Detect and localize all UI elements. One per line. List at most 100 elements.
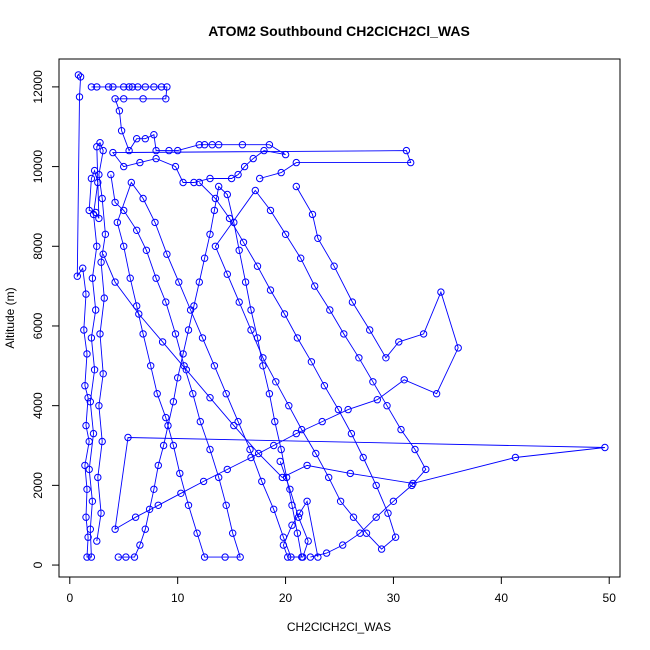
data-point xyxy=(372,481,380,490)
data-point xyxy=(215,141,223,149)
series-3 xyxy=(195,178,430,561)
data-point xyxy=(210,362,219,370)
data-point xyxy=(75,93,84,101)
data-point xyxy=(107,170,115,179)
data-point xyxy=(195,178,204,187)
data-point xyxy=(95,214,103,223)
data-point xyxy=(124,433,132,442)
data-point xyxy=(101,230,110,239)
data-point xyxy=(234,417,242,426)
data-point xyxy=(97,258,105,266)
data-point xyxy=(174,146,182,155)
data-point xyxy=(99,250,107,258)
data-point xyxy=(127,178,136,187)
data-point xyxy=(184,326,193,334)
data-point xyxy=(292,158,300,167)
data-point xyxy=(402,146,411,155)
data-point xyxy=(235,246,243,255)
data-point xyxy=(113,218,122,227)
data-point xyxy=(282,473,291,482)
data-point xyxy=(285,402,293,410)
data-point xyxy=(206,174,214,183)
y-tick-label: 6000 xyxy=(31,312,45,339)
data-point xyxy=(163,83,171,91)
data-point xyxy=(96,330,104,338)
data-point xyxy=(87,83,96,91)
data-point xyxy=(133,135,141,143)
data-point xyxy=(92,306,100,314)
data-point xyxy=(162,298,170,306)
data-point xyxy=(133,302,141,310)
data-point xyxy=(334,405,343,414)
data-point xyxy=(133,226,141,235)
data-point xyxy=(349,513,358,521)
data-point xyxy=(320,382,329,390)
y-tick-label: 0 xyxy=(31,561,45,568)
data-point xyxy=(292,429,300,438)
data-point xyxy=(150,131,158,139)
x-tick-label: 30 xyxy=(387,591,401,605)
data-point xyxy=(229,529,237,537)
data-point xyxy=(272,378,280,386)
data-point xyxy=(120,83,128,91)
data-point xyxy=(391,533,400,541)
data-point xyxy=(97,509,105,517)
data-point xyxy=(85,465,93,474)
data-point xyxy=(270,505,278,513)
data-point xyxy=(240,162,249,171)
data-point xyxy=(253,262,262,270)
data-point xyxy=(265,390,274,398)
data-point xyxy=(223,190,232,199)
data-point xyxy=(234,170,242,179)
data-point xyxy=(79,264,87,272)
data-point xyxy=(298,553,306,561)
data-point xyxy=(169,441,178,450)
y-axis-label: Altitude (m) xyxy=(3,287,17,348)
data-point xyxy=(247,326,255,334)
x-tick-label: 10 xyxy=(171,591,185,605)
data-point xyxy=(307,358,316,366)
data-point xyxy=(330,262,338,270)
data-point xyxy=(88,274,97,282)
data-point xyxy=(249,154,257,163)
data-point xyxy=(511,453,520,462)
data-point xyxy=(382,354,390,362)
data-point xyxy=(120,162,128,171)
data-point xyxy=(111,278,119,286)
data-point xyxy=(122,553,130,561)
data-point xyxy=(109,83,117,91)
data-point xyxy=(131,513,140,521)
data-point xyxy=(84,394,92,402)
data-point xyxy=(373,396,381,404)
data-point xyxy=(411,445,419,454)
data-point xyxy=(227,174,236,183)
data-point xyxy=(152,146,160,155)
data-point xyxy=(147,362,155,370)
data-point xyxy=(454,344,462,352)
data-point xyxy=(397,425,405,434)
series-line xyxy=(110,174,309,558)
data-point xyxy=(142,246,151,255)
data-point xyxy=(180,362,188,370)
data-point xyxy=(98,437,106,446)
data-point xyxy=(372,513,380,521)
data-point xyxy=(162,413,170,422)
data-point xyxy=(134,83,142,91)
data-point xyxy=(139,330,147,338)
data-point xyxy=(356,529,364,537)
data-point xyxy=(114,553,123,561)
y-tick-label: 8000 xyxy=(31,233,45,260)
data-point xyxy=(253,334,262,342)
data-point xyxy=(182,366,191,374)
data-point xyxy=(211,242,220,251)
series-line xyxy=(102,186,605,531)
data-point xyxy=(120,95,128,103)
data-point xyxy=(303,461,311,470)
data-point xyxy=(281,150,290,159)
data-point xyxy=(355,354,363,362)
data-point xyxy=(198,334,207,342)
data-point xyxy=(271,417,279,426)
data-point xyxy=(135,310,143,318)
data-point xyxy=(94,178,102,187)
data-point xyxy=(100,294,109,302)
